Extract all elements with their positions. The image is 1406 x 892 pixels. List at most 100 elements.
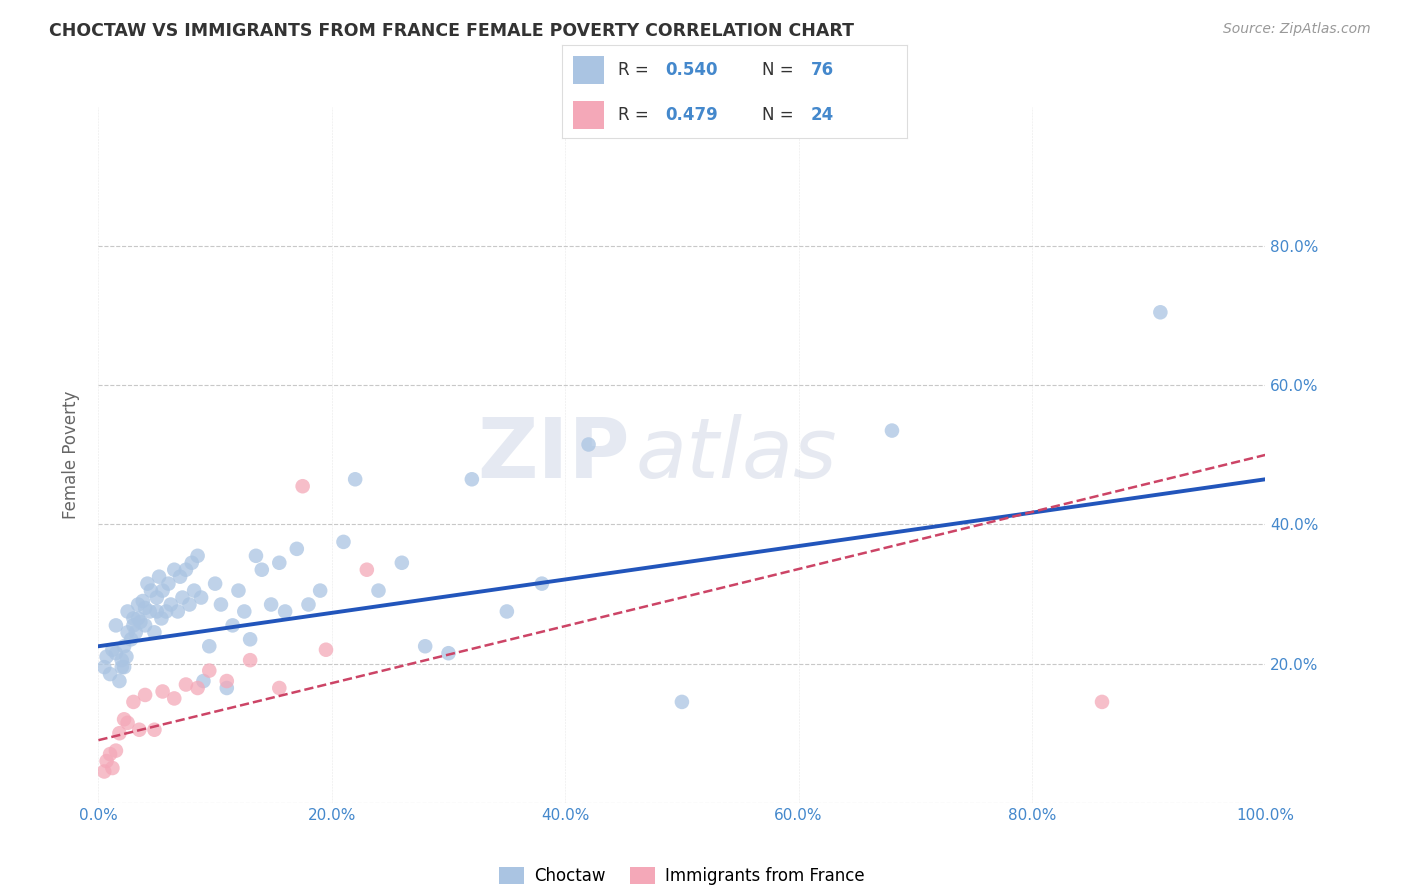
Point	[136, 576, 159, 591]
Text: 76: 76	[810, 61, 834, 78]
Point	[122, 618, 145, 632]
Point	[104, 646, 127, 660]
Point	[209, 598, 232, 612]
Text: R =: R =	[617, 106, 654, 124]
Text: 0.479: 0.479	[666, 106, 718, 124]
Point	[187, 681, 209, 695]
Text: ZIP: ZIP	[477, 415, 630, 495]
Point	[172, 591, 194, 605]
Point	[104, 744, 127, 758]
Point	[332, 534, 354, 549]
Point	[115, 649, 138, 664]
Point	[260, 598, 283, 612]
Point	[134, 618, 156, 632]
Point	[96, 649, 118, 664]
Point	[179, 598, 201, 612]
Point	[198, 639, 221, 653]
Text: R =: R =	[617, 61, 654, 78]
Point	[148, 570, 170, 584]
Point	[122, 695, 145, 709]
Point	[117, 625, 139, 640]
Point	[285, 541, 308, 556]
Point	[128, 723, 150, 737]
Point	[101, 761, 124, 775]
Point	[269, 681, 291, 695]
Point	[127, 611, 149, 625]
Point	[122, 611, 145, 625]
Point	[101, 642, 124, 657]
Point	[239, 653, 262, 667]
Point	[152, 684, 174, 698]
Point	[134, 688, 156, 702]
Point	[108, 674, 131, 689]
Point	[139, 605, 162, 619]
Text: N =: N =	[762, 61, 799, 78]
Point	[174, 563, 197, 577]
Point	[163, 691, 186, 706]
Point	[93, 660, 115, 674]
Point	[183, 583, 205, 598]
Point	[233, 605, 256, 619]
Text: 24: 24	[810, 106, 834, 124]
Point	[215, 674, 238, 689]
Point	[127, 598, 149, 612]
Point	[132, 594, 155, 608]
Legend: Choctaw, Immigrants from France: Choctaw, Immigrants from France	[492, 860, 872, 891]
Point	[1091, 695, 1114, 709]
Point	[174, 677, 197, 691]
Point	[198, 664, 221, 678]
Point	[111, 653, 134, 667]
Point	[146, 591, 169, 605]
Point	[1149, 305, 1171, 319]
Point	[315, 642, 337, 657]
Point	[98, 747, 121, 761]
Point	[143, 723, 166, 737]
Point	[297, 598, 319, 612]
Text: N =: N =	[762, 106, 799, 124]
Y-axis label: Female Poverty: Female Poverty	[62, 391, 80, 519]
Point	[98, 667, 121, 681]
FancyBboxPatch shape	[572, 101, 603, 129]
Point	[215, 681, 238, 695]
Point	[139, 583, 162, 598]
Point	[228, 583, 250, 598]
Point	[125, 625, 148, 640]
FancyBboxPatch shape	[572, 56, 603, 84]
Point	[146, 605, 169, 619]
Point	[111, 660, 134, 674]
Point	[112, 712, 135, 726]
Point	[239, 632, 262, 647]
Point	[117, 715, 139, 730]
Point	[250, 563, 273, 577]
Point	[461, 472, 484, 486]
Point	[163, 563, 186, 577]
Point	[221, 618, 243, 632]
Point	[180, 556, 202, 570]
Point	[413, 639, 436, 653]
Point	[344, 472, 367, 486]
Text: atlas: atlas	[636, 415, 837, 495]
Text: 0.540: 0.540	[666, 61, 718, 78]
Point	[291, 479, 314, 493]
Point	[274, 605, 297, 619]
Point	[269, 556, 291, 570]
Text: Source: ZipAtlas.com: Source: ZipAtlas.com	[1223, 22, 1371, 37]
Point	[437, 646, 460, 660]
Point	[880, 424, 903, 438]
Point	[117, 605, 139, 619]
Point	[496, 605, 519, 619]
Point	[166, 605, 188, 619]
Point	[155, 605, 177, 619]
Point	[391, 556, 413, 570]
Point	[204, 576, 226, 591]
Point	[193, 674, 215, 689]
Point	[112, 660, 135, 674]
Point	[129, 615, 152, 629]
Point	[530, 576, 553, 591]
Text: CHOCTAW VS IMMIGRANTS FROM FRANCE FEMALE POVERTY CORRELATION CHART: CHOCTAW VS IMMIGRANTS FROM FRANCE FEMALE…	[49, 22, 855, 40]
Point	[169, 570, 191, 584]
Point	[152, 583, 174, 598]
Point	[93, 764, 115, 779]
Point	[367, 583, 389, 598]
Point	[245, 549, 267, 563]
